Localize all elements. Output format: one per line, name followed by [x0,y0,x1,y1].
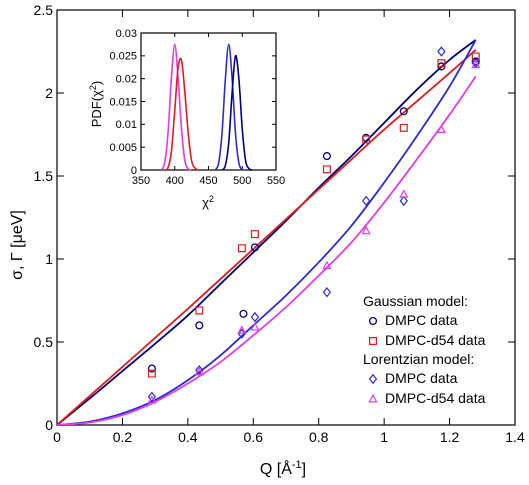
main-y-tick-label: 2 [45,85,53,101]
legend: Gaussian model: Lorentzian model: DMPC d… [363,293,486,406]
data-point [322,286,332,298]
main-y-tick-label: 0.5 [34,334,54,350]
data-point [361,225,371,235]
main-plot: 0 0.2 0.4 0.6 0.8 1 1.2 1.4 0 0.5 1 1.5 2 2.5 [34,2,525,445]
data-point [237,328,247,339]
data-point [437,46,446,57]
data-point [237,325,247,334]
inset-curve-1 [160,43,192,171]
inset-x-tick-label: 550 [267,175,285,187]
data-point [471,52,480,61]
fit-line-4 [57,75,477,425]
inset-y-tick-label: 0.02 [116,74,137,86]
legend-marker-1 [368,316,378,326]
main-x-tick-label: 0.8 [309,429,329,445]
data-point [362,135,371,144]
inset-y-tick-label: 0.03 [116,28,137,40]
inset-x-tick-label: 450 [199,175,217,187]
legend-marker-2 [369,337,377,345]
inset-y-tick-label: 0 [131,165,137,177]
legend-label-3: DMPC data [385,370,458,386]
fit-line-1 [57,39,477,425]
x-axis-label: Q [Å-1] [260,459,306,478]
main-y-tick-label: 0 [45,417,53,433]
data-point [195,321,204,330]
fit-line-2 [57,49,477,425]
legend-label-1: DMPC data [385,312,458,328]
main-x-tick-label: 0 [53,429,61,445]
data-point [239,309,248,318]
main-y-tick-label: 1.5 [34,168,54,184]
data-point [147,364,156,373]
data-point [147,369,156,378]
data-point [250,243,259,252]
inset-y-tick-label: 0.015 [109,96,137,108]
data-point [361,195,371,207]
series-4 [147,59,481,404]
inset-curve-3 [214,43,243,171]
data-point [322,165,331,174]
main-plot-frame [56,9,516,426]
main-x-tick-label: 1.4 [505,429,525,445]
inset-y-tick-label: 0.005 [109,142,137,154]
data-point [147,391,157,402]
y-axis-label: σ, Γ [μeV] [9,210,26,280]
data-point [195,306,204,315]
data-point [237,244,246,253]
data-point [322,152,331,161]
main-x-tick-label: 0.2 [113,429,133,445]
inset-x-tick-label: 400 [166,175,184,187]
legend-group-title-lorentzian: Lorentzian model: [363,351,474,367]
legend-group-title-gaussian: Gaussian model: [363,293,468,309]
main-x-tick-label: 0.6 [244,429,264,445]
data-point [436,124,446,134]
data-point [399,189,409,198]
inset-x-tick-label: 350 [132,175,150,187]
main-x-tick-label: 1 [380,429,388,445]
data-point [322,260,332,270]
main-y-tick-label: 1 [45,251,53,267]
data-point [399,107,408,116]
series-3 [147,46,480,402]
fit-line-3 [57,39,477,425]
data-point [437,59,446,68]
inset-x-axis-label: χ2 [202,194,214,210]
inset-y-tick-label: 0.01 [116,119,137,131]
inset-y-tick-label: 0.025 [109,51,137,63]
main-x-tick-label: 0.4 [178,429,198,445]
main-y-tick-label: 2.5 [34,2,54,18]
data-point [250,311,260,323]
inset-x-tick-label: 500 [233,175,251,187]
inset-plot: 350 400 450 500 550 0 0.005 0.01 0.015 0.02 0.025 0… [109,28,285,187]
legend-marker-4 [368,393,378,403]
legend-marker-3 [368,373,378,385]
data-point [147,395,157,404]
legend-label-4: DMPC-d54 data [385,390,486,406]
inset-y-axis-label: PDF(χ2) [88,81,104,128]
inset-curve-2 [164,57,199,171]
main-x-tick-label: 1.2 [440,429,460,445]
data-point [471,59,481,69]
legend-label-2: DMPC-d54 data [385,332,486,348]
data-point [399,123,408,132]
series-2 [147,52,480,378]
data-point [194,366,204,376]
inset-plot-frame [140,32,277,171]
data-point [250,230,259,239]
inset-curve-4 [221,54,253,171]
data-point [250,322,260,331]
data-point [399,195,408,207]
fit-lines [57,39,477,425]
